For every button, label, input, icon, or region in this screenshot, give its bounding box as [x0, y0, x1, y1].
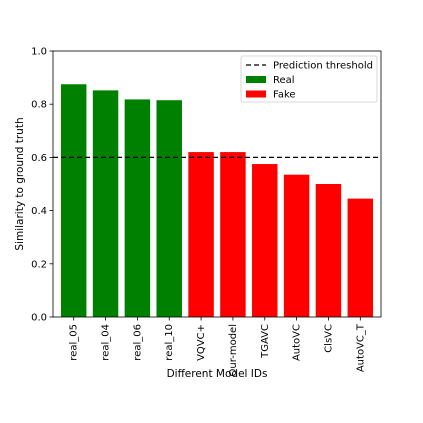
bar-real-04: [92, 90, 119, 317]
legend-label: Fake: [273, 90, 296, 101]
bars-group: [60, 84, 374, 318]
x-tick-label: real_05: [69, 324, 80, 361]
x-tick-label: real_06: [132, 324, 143, 361]
x-axis-title: Different Model IDs: [167, 368, 268, 380]
y-axis-title: Similarity to ground truth: [14, 117, 26, 250]
plot-frame: [52, 50, 382, 318]
x-tick-label: ClsVC: [323, 324, 334, 353]
x-tick-label: AutoVC_T: [355, 323, 366, 372]
legend-box: [240, 55, 378, 103]
legend-label: Prediction threshold: [273, 61, 373, 72]
y-tick-label: 0.8: [31, 100, 47, 111]
y-tick-label: 0.2: [31, 259, 47, 270]
legend: Prediction threshold Real Fake: [240, 55, 378, 103]
y-tick-label: 0.4: [31, 206, 47, 217]
bar-real-06: [124, 99, 151, 317]
bar-real-10: [156, 100, 182, 318]
x-tick-label: Our-model: [228, 324, 239, 376]
x-tick-label: real_04: [101, 324, 112, 361]
legend-real-swatch: [246, 76, 266, 83]
bar-tgavc: [252, 164, 278, 317]
bar-autovc: [283, 174, 310, 317]
bar-autovc-t: [347, 198, 374, 317]
y-tick-label: 0.6: [31, 153, 47, 164]
y-tick-label: 0.0: [31, 313, 47, 324]
x-axis: real_05 real_04 real_06 real_10 VQVC+ Our-mod…: [69, 317, 366, 376]
x-tick-label: real_10: [164, 324, 175, 361]
legend-label: Real: [273, 75, 295, 86]
x-tick-label: TGAVC: [260, 324, 271, 359]
bar-clsvc: [315, 184, 342, 317]
bar-our-model: [220, 152, 246, 317]
legend-fake-swatch: [246, 90, 266, 98]
x-tick-label: VQVC+: [196, 324, 207, 361]
bar-real-05: [60, 84, 87, 317]
y-axis: 0.0 0.2 0.4 0.6 0.8 1.0: [31, 47, 53, 324]
y-tick-label: 1.0: [31, 47, 47, 58]
bar-vqvc-: [188, 152, 214, 317]
x-tick-label: AutoVC: [292, 324, 303, 361]
